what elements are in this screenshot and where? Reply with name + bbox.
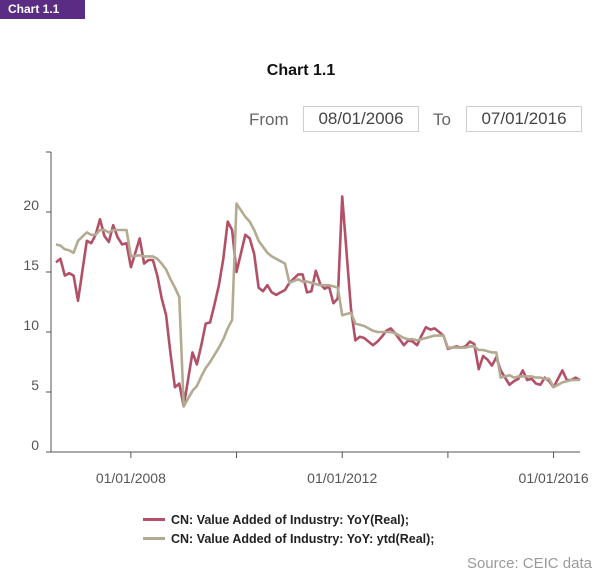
legend-item-ytd: CN: Value Added of Industry: YoY: ytd(Re… [143,529,434,548]
y-tick-label: 10 [23,317,39,333]
to-label: To [433,110,451,129]
date-range: From 08/01/2006 To 07/01/2016 [0,106,602,134]
legend-swatch-ytd [143,537,165,540]
to-date-input[interactable]: 07/01/2016 [466,106,582,132]
series-line-ytd [55,202,580,408]
chart-title: Chart 1.1 [266,62,336,79]
x-tick-label: 01/01/2016 [519,470,589,486]
from-label: From [249,110,289,129]
y-tick-label: 15 [23,257,39,273]
source-note: Source: CEIC data [466,555,592,572]
x-tick-label: 01/01/2012 [307,470,377,486]
y-tick-label: 5 [31,377,39,393]
y-tick-label: 0 [31,437,39,453]
legend: CN: Value Added of Industry: YoY(Real); … [143,510,434,548]
series-line-yoy [55,195,581,408]
legend-label-yoy: CN: Value Added of Industry: YoY(Real); [171,512,409,527]
x-tick-label: 01/01/2008 [96,470,166,486]
y-tick-label: 20 [23,197,39,213]
legend-item-yoy: CN: Value Added of Industry: YoY(Real); [143,510,434,529]
chart-number-tag: Chart 1.1 [0,0,85,19]
legend-swatch-yoy [143,518,165,521]
from-date-input[interactable]: 08/01/2006 [303,106,419,132]
legend-label-ytd: CN: Value Added of Industry: YoY: ytd(Re… [171,531,435,546]
